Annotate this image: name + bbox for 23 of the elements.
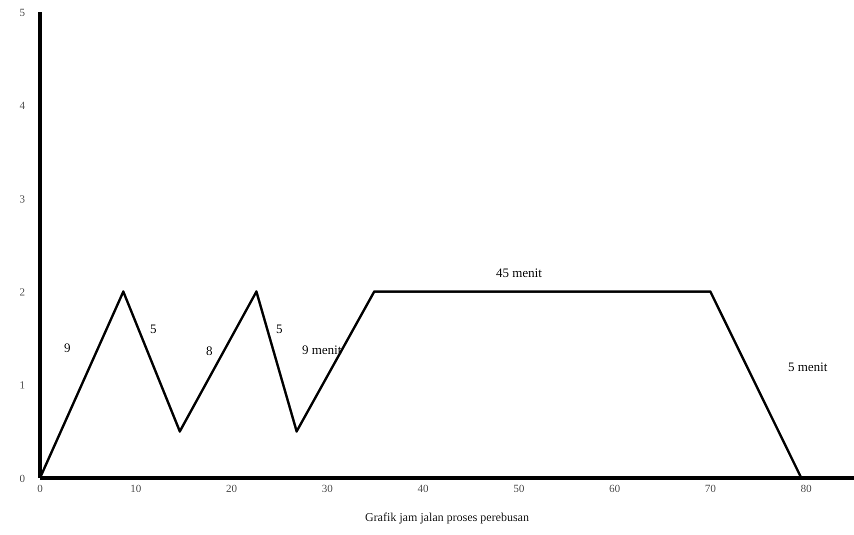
x-tick-label: 80 [800, 483, 812, 495]
y-tick-label: 1 [20, 380, 25, 392]
y-tick-label: 0 [20, 472, 26, 485]
x-tick-label: 70 [704, 483, 716, 495]
x-tick-label: 50 [513, 483, 525, 495]
annotation: 5 [150, 321, 156, 336]
x-tick-label: 10 [130, 483, 142, 495]
annotation: 8 [206, 343, 212, 358]
y-tick-label: 2 [20, 286, 25, 298]
annotation: 5 [276, 321, 282, 336]
annotation: 9 [64, 340, 70, 355]
y-tick-label: 5 [20, 6, 26, 19]
x-tick-label: 20 [226, 483, 238, 495]
x-tick-label: 40 [418, 483, 430, 495]
x-tick-label: 30 [322, 483, 334, 495]
x-tick-label: 0 [37, 483, 44, 495]
annotation: 9 menit [302, 342, 342, 357]
x-tick-label: 60 [609, 483, 621, 495]
x-axis-title: Grafik jam jalan proses perebusan [365, 510, 529, 524]
annotation: 5 menit [788, 359, 828, 374]
annotation: 45 menit [496, 265, 542, 280]
y-tick-label: 4 [20, 100, 26, 112]
y-tick-label: 3 [20, 193, 26, 206]
